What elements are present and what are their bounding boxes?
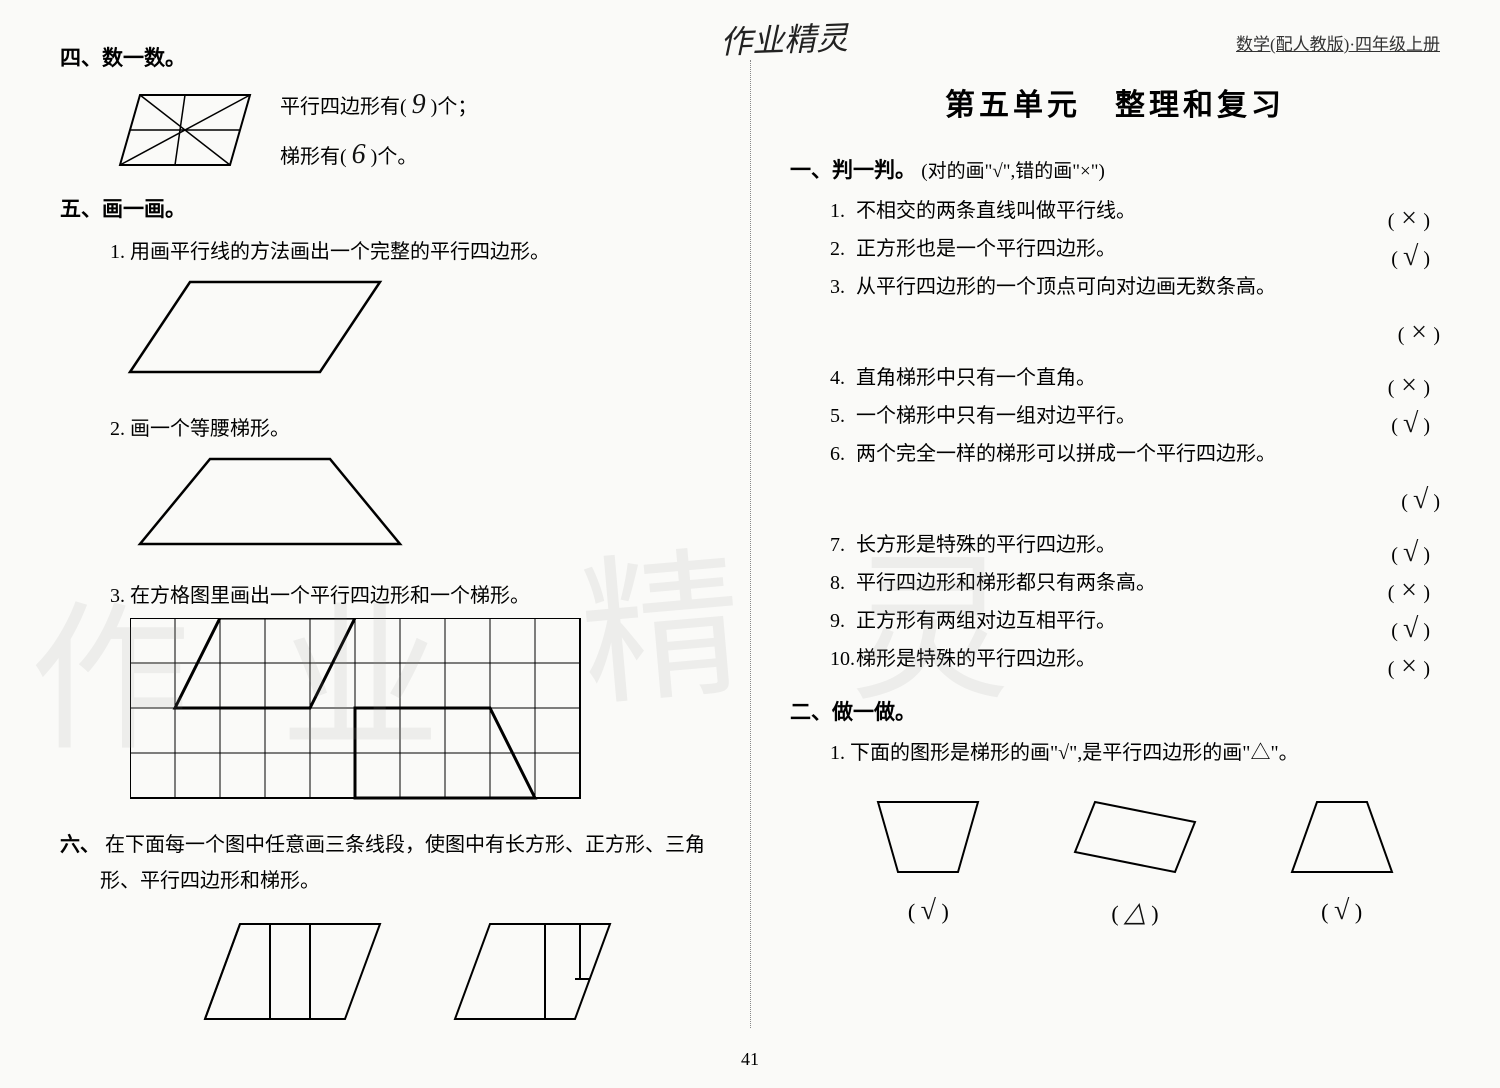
- num: 8.: [830, 564, 856, 602]
- judge-item-4: 4.直角梯形中只有一个直角。 ( × ): [830, 359, 1440, 397]
- text: 平行四边形有(: [280, 96, 407, 118]
- answer-9: 9: [412, 89, 426, 120]
- text: 一个梯形中只有一组对边平行。: [856, 405, 1136, 427]
- num: 2.: [830, 230, 856, 268]
- section-6-label: 六、: [60, 834, 100, 856]
- judge-item-10: 10.梯形是特殊的平行四边形。 ( × ): [830, 640, 1440, 678]
- judge-item-7: 7.长方形是特殊的平行四边形。 ( √ ): [830, 526, 1440, 564]
- judge-item-1: 1.不相交的两条直线叫做平行线。 ( × ): [830, 192, 1440, 230]
- judge-item-6-ans: ( √ ): [830, 473, 1440, 526]
- num: 4.: [830, 359, 856, 397]
- answer: ( △ ): [1065, 895, 1205, 929]
- judge-item-6: 6.两个完全一样的梯形可以拼成一个平行四边形。: [830, 435, 1440, 473]
- judge-item-8: 8.平行四边形和梯形都只有两条高。 ( × ): [830, 564, 1440, 602]
- q5-3: 3. 在方格图里画出一个平行四边形和一个梯形。: [110, 579, 710, 608]
- text: 从平行四边形的一个顶点可向对边画无数条高。: [856, 276, 1276, 298]
- num: 9.: [830, 602, 856, 640]
- hint-text: (对的画"√",错的画"×"): [921, 161, 1105, 182]
- grid-drawing: [130, 618, 710, 813]
- text: 梯形有(: [280, 146, 347, 168]
- count-row: 平行四边形有( 9 )个； 梯形有( 6 )个。: [110, 80, 710, 181]
- left-column: 四、数一数。 平行四边形有( 9 )个； 梯形有( 6 )个。: [0, 0, 750, 1088]
- judge-item-3: 3.从平行四边形的一个顶点可向对边画无数条高。: [830, 268, 1440, 306]
- q2-1: 1. 下面的图形是梯形的画"√",是平行四边形的画"△"。: [830, 734, 1440, 772]
- shapes-row: ( √ ) ( △ ) ( √ ): [830, 792, 1440, 929]
- parallelogram-drawing: [120, 272, 710, 397]
- trapezoid-icon: [868, 792, 988, 882]
- answer: ( × ): [1388, 640, 1430, 693]
- section-4-label: 四、数一数。: [60, 42, 710, 72]
- count-line-2: 梯形有( 6 )个。: [280, 130, 477, 180]
- section-6: 六、 在下面每一个图中任意画三条线段，使图中有长方形、正方形、三角形、平行四边形…: [100, 827, 710, 899]
- num: 1.: [830, 192, 856, 230]
- judge-item-5: 5.一个梯形中只有一组对边平行。 ( √ ): [830, 397, 1440, 435]
- shape-cell-1: ( √ ): [868, 792, 988, 929]
- shape-cell-2: ( △ ): [1065, 792, 1205, 929]
- answer: ( √ ): [1282, 895, 1402, 927]
- label-text: 一、判一判。: [790, 158, 916, 182]
- num: 10.: [830, 640, 856, 678]
- section-1-label: 一、判一判。 (对的画"√",错的画"×"): [790, 154, 1440, 184]
- num: 5.: [830, 397, 856, 435]
- q5-1: 1. 用画平行线的方法画出一个完整的平行四边形。: [110, 235, 710, 264]
- count-line-1: 平行四边形有( 9 )个；: [280, 80, 477, 130]
- two-parallelograms: [200, 919, 710, 1029]
- shape-2: [450, 919, 620, 1029]
- answer: ( √ ): [868, 895, 988, 927]
- page: 作业精灵 数学(配人教版)·四年级上册 作 业 精 灵 四、数一数。 平行四边形…: [0, 0, 1500, 1088]
- text: 正方形有两组对边互相平行。: [856, 610, 1116, 632]
- trapezoid-drawing: [120, 449, 710, 564]
- section-6-text: 在下面每一个图中任意画三条线段，使图中有长方形、正方形、三角形、平行四边形和梯形…: [100, 834, 705, 892]
- section-2-label: 二、做一做。: [790, 696, 1440, 726]
- text: 平行四边形和梯形都只有两条高。: [856, 572, 1156, 594]
- shape-1: [200, 919, 390, 1029]
- answer: ×: [1409, 317, 1428, 348]
- text: )个。: [371, 146, 418, 168]
- num: 3.: [830, 268, 856, 306]
- trapezoid-icon: [1282, 792, 1402, 882]
- judge-item-3-ans: ( × ): [830, 306, 1440, 359]
- answer: √: [1413, 484, 1428, 515]
- parallelogram-icon: [1065, 792, 1205, 882]
- q5-2: 2. 画一个等腰梯形。: [110, 412, 710, 441]
- text: 直角梯形中只有一个直角。: [856, 367, 1096, 389]
- page-number: 41: [741, 1049, 759, 1070]
- text: 两个完全一样的梯形可以拼成一个平行四边形。: [856, 443, 1276, 465]
- judge-item-2: 2.正方形也是一个平行四边形。 ( √ ): [830, 230, 1440, 268]
- text: 正方形也是一个平行四边形。: [856, 238, 1116, 260]
- shape-cell-3: ( √ ): [1282, 792, 1402, 929]
- parallelogram-divided-icon: [110, 85, 260, 175]
- answer-6: 6: [352, 139, 366, 170]
- text: )个；: [431, 96, 478, 118]
- unit-title: 第五单元 整理和复习: [790, 80, 1440, 124]
- right-column: 第五单元 整理和复习 一、判一判。 (对的画"√",错的画"×") 1.不相交的…: [750, 0, 1500, 1088]
- text: 不相交的两条直线叫做平行线。: [856, 200, 1136, 222]
- section-5-label: 五、画一画。: [60, 193, 710, 223]
- num: 7.: [830, 526, 856, 564]
- num: 6.: [830, 435, 856, 473]
- judge-item-9: 9.正方形有两组对边互相平行。 ( √ ): [830, 602, 1440, 640]
- text: 梯形是特殊的平行四边形。: [856, 648, 1096, 670]
- text: 长方形是特殊的平行四边形。: [856, 534, 1116, 556]
